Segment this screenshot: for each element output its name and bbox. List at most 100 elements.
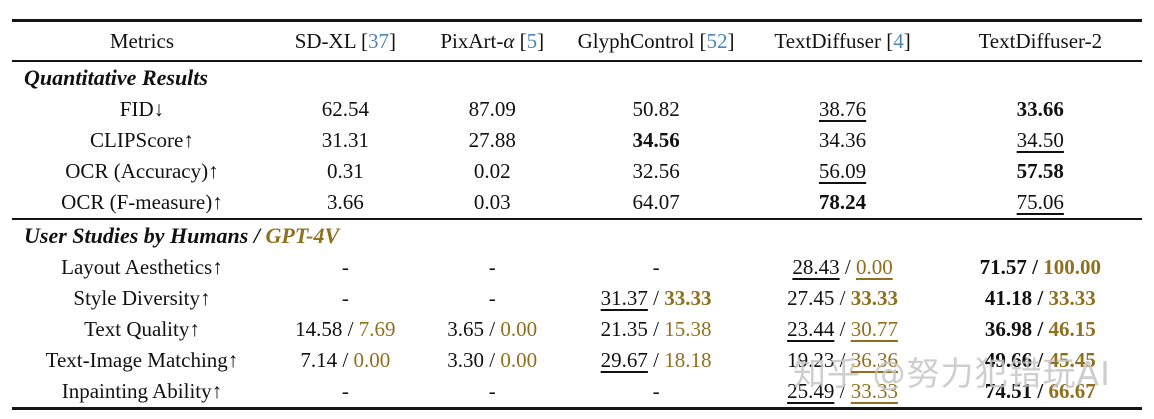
value-cell: 62.54 [272,94,419,125]
value-cell: 31.37 / 33.33 [566,283,747,314]
metric-label: Text Quality↑ [84,317,200,341]
value-cell: 7.14 / 0.00 [272,345,419,376]
text-segment: / [1026,255,1044,279]
text-segment: 33.33 [850,379,898,403]
text-segment: 33.66 [1016,97,1064,121]
text-segment: 15.38 [664,317,712,341]
citation-number: 52 [706,29,728,53]
table-body: Quantitative Results FID↓ 62.54 87.09 50.82 3… [12,61,1142,409]
text-segment: - [341,286,349,310]
text-segment: 33.33 [1048,286,1096,310]
text-segment: / [647,286,665,310]
text-segment: 41.18 [984,286,1033,310]
citation-number: 5 [526,29,538,53]
column-header-metrics: Metrics [12,21,272,62]
text-segment: 29.67 [600,348,648,372]
text-segment: Quantitative Results [24,65,208,90]
text-segment: 34.50 [1016,128,1064,152]
value-cell: 0.02 [419,156,566,187]
text-segment: 31.37 [600,286,648,310]
text-segment: 0.02 [473,159,511,183]
text-segment: 66.67 [1048,379,1096,403]
text-segment: 62.54 [321,97,369,121]
text-segment: 0.00 [353,348,391,372]
value-cell: 41.18 / 33.33 [939,283,1142,314]
text-segment: 34.36 [818,128,867,152]
text-segment: 57.58 [1016,159,1064,183]
text-segment: 36.36 [850,348,898,372]
value-cell: 71.57 / 100.00 [939,252,1142,283]
value-cell: - [272,252,419,283]
text-segment: 3.66 [326,190,364,214]
text-segment: ] [537,29,545,53]
value-cell: - [566,376,747,409]
column-header-pixart-alpha: PixArt-α [5] [419,21,566,62]
section-title: Quantitative Results [12,61,1142,94]
metric-label: CLIPScore↑ [90,128,194,152]
text-segment: - [652,255,660,279]
table-row: Style Diversity↑ - -31.37 / 33.33 27.45 / 3… [12,283,1142,314]
table-row: Inpainting Ability↑ - - -25.49 / 33.33 74.51… [12,376,1142,409]
text-segment: 0.03 [473,190,511,214]
text-segment: 36.98 [984,317,1033,341]
text-segment: α [503,29,515,53]
text-segment: 50.82 [632,97,680,121]
text-segment: - [488,255,496,279]
value-cell: 3.30 / 0.00 [419,345,566,376]
metric-label: Style Diversity↑ [73,286,211,310]
text-segment: 0.31 [326,159,364,183]
text-segment: / [342,317,359,341]
metric-label: OCR (Accuracy)↑ [65,159,219,183]
text-segment: 49.66 [984,348,1033,372]
value-cell: 31.31 [272,125,419,156]
value-cell: 34.56 [566,125,747,156]
text-segment: / [337,348,354,372]
metric-label: Layout Aesthetics↑ [61,255,223,279]
metric-label: FID↓ [119,97,165,121]
citation-number: 37 [367,29,389,53]
text-segment: 28.43 [792,255,840,279]
text-segment: - [488,379,496,403]
value-cell: 50.82 [566,94,747,125]
value-cell: 3.66 [272,187,419,219]
column-header-textdiffuser: TextDiffuser [4] [746,21,938,62]
text-segment: 14.58 [295,317,343,341]
text-segment: 0.00 [855,255,893,279]
text-segment: / [1032,379,1049,403]
section-title: User Studies by Humans / GPT-4V [12,219,1142,252]
text-segment: 0.00 [500,348,538,372]
value-cell: - [566,252,747,283]
value-cell: 64.07 [566,187,747,219]
value-cell: - [272,376,419,409]
text-segment: 78.24 [818,190,867,214]
citation-number: 4 [893,29,904,53]
text-segment: 3.30 [447,348,485,372]
text-segment: / [834,348,851,372]
text-segment: 23.44 [787,317,835,341]
value-cell: - [419,252,566,283]
text-segment: / [484,348,501,372]
value-cell: 57.58 [939,156,1142,187]
text-segment: 33.33 [850,286,898,310]
value-cell: - [272,283,419,314]
text-segment: 7.69 [358,317,396,341]
metric-label: Inpainting Ability↑ [61,379,223,403]
results-table: Metrics SD-XL [37] PixArt-α [5] GlyphContro… [12,19,1142,410]
text-segment: / [1032,317,1049,341]
table-row: OCR (Accuracy)↑ 0.31 0.02 32.56 56.09 57.58 [12,156,1142,187]
text-segment: GlyphControl [ [577,29,707,53]
text-segment: - [341,255,349,279]
text-segment: / [839,255,856,279]
text-segment: 46.15 [1048,317,1096,341]
value-cell: 25.49 / 33.33 [746,376,938,409]
value-cell: 14.58 / 7.69 [272,314,419,345]
value-cell: 0.31 [272,156,419,187]
text-segment: 27.88 [468,128,516,152]
text-segment: ] [903,29,911,53]
metric-label: OCR (F-measure)↑ [61,190,223,214]
text-segment: / [647,348,665,372]
value-cell: 28.43 / 0.00 [746,252,938,283]
text-segment: 18.18 [664,348,712,372]
text-segment: 38.76 [818,97,867,121]
value-cell: 23.44 / 30.77 [746,314,938,345]
